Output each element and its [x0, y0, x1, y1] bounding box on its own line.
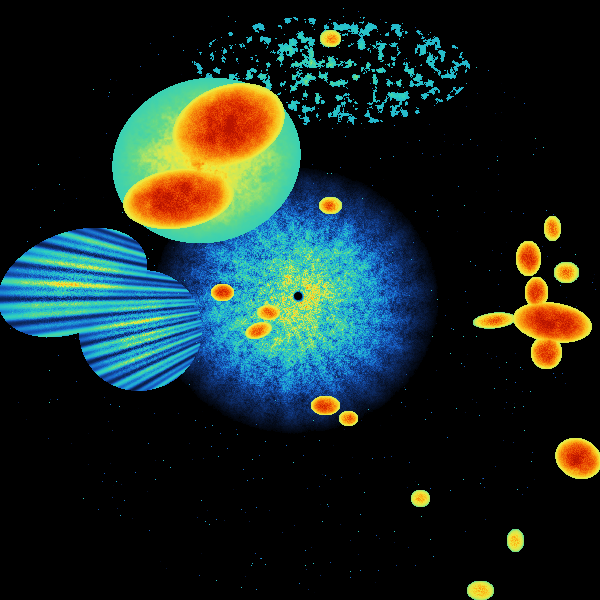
radar-reflectivity-canvas[interactable]: [0, 0, 600, 600]
radar-reflectivity-display[interactable]: Weather Radar Reflectivity Base Reflecti…: [0, 0, 600, 600]
